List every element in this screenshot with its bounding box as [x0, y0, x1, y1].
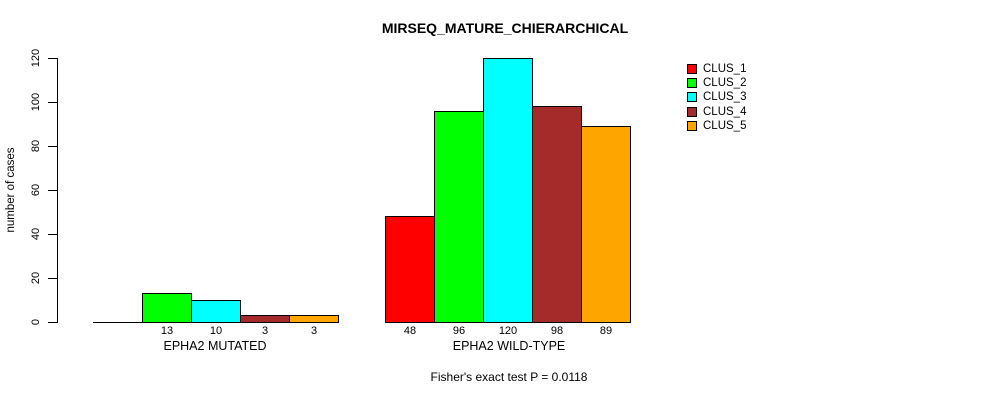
bar-value-label: 96 [452, 325, 466, 337]
y-tick-label: 120 [30, 48, 42, 68]
legend-item: CLUS_1 [687, 62, 746, 76]
legend-label: CLUS_3 [703, 91, 747, 104]
bar-clus_2-group1 [434, 111, 484, 323]
legend-label: CLUS_4 [703, 105, 747, 118]
legend-item: CLUS_4 [687, 105, 746, 119]
bar-clus_4-group0 [240, 315, 290, 323]
legend-swatch-clus_1 [687, 64, 697, 75]
group-label-epha2-mutated: EPHA2 MUTATED [163, 339, 267, 353]
y-tick-label: 0 [30, 318, 42, 326]
legend-item: CLUS_3 [687, 90, 746, 104]
legend-label: CLUS_5 [703, 119, 747, 132]
bar-value-label: 89 [599, 325, 613, 337]
y-tick [48, 146, 57, 147]
legend-swatch-clus_5 [687, 120, 697, 131]
legend-label: CLUS_1 [703, 63, 747, 76]
fisher-test-footnote: Fisher's exact test P = 0.0118 [430, 370, 588, 384]
y-tick [48, 278, 57, 279]
y-tick-label: 100 [30, 92, 42, 112]
bar-value-label: 3 [310, 325, 318, 337]
y-tick [48, 102, 57, 103]
legend-label: CLUS_2 [703, 77, 747, 90]
legend-swatch-clus_4 [687, 106, 697, 117]
y-tick-label: 20 [30, 271, 42, 285]
bar-clus_1-group1 [385, 216, 435, 323]
bar-clus_5-group0 [289, 315, 339, 323]
y-axis-line [57, 58, 58, 323]
legend: CLUS_1 CLUS_2 CLUS_3 CLUS_4 CLUS_5 [687, 62, 746, 133]
legend-item: CLUS_5 [687, 119, 746, 133]
y-axis-title: number of cases [5, 147, 17, 233]
bar-value-label: 48 [403, 325, 417, 337]
legend-swatch-clus_2 [687, 78, 697, 89]
bar-value-label: 98 [550, 325, 564, 337]
group-label-epha2-wild-type: EPHA2 WILD-TYPE [452, 339, 566, 353]
bar-clus_1-group0 [93, 322, 143, 323]
y-tick-label: 40 [30, 227, 42, 241]
bar-value-label: 13 [160, 325, 174, 337]
bar-clus_2-group0 [142, 293, 192, 323]
bar-clus_5-group1 [581, 126, 631, 323]
bar-value-label: 10 [209, 325, 223, 337]
y-tick [48, 58, 57, 59]
y-tick [48, 234, 57, 235]
legend-swatch-clus_3 [687, 92, 697, 103]
y-tick [48, 322, 57, 323]
y-tick-label: 60 [30, 183, 42, 197]
legend-item: CLUS_2 [687, 76, 746, 90]
bar-clus_3-group1 [483, 58, 533, 323]
bar-value-label: 3 [261, 325, 269, 337]
bar-value-label: 120 [498, 325, 518, 337]
y-tick [48, 190, 57, 191]
bar-clus_4-group1 [532, 106, 582, 323]
y-tick-label: 80 [30, 139, 42, 153]
chart-title: MIRSEQ_MATURE_CHIERARCHICAL [381, 20, 629, 36]
bar-clus_3-group0 [191, 300, 241, 323]
